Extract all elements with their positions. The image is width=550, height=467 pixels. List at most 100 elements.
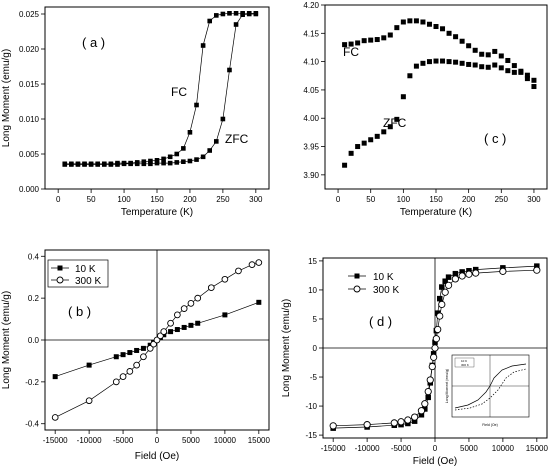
panel-a-fc-point <box>161 156 166 162</box>
panel-d-300k-point <box>426 376 434 384</box>
panel-d-300k-point <box>424 387 432 396</box>
panel-d-10k-point <box>422 406 428 412</box>
panel-a-zfc-point <box>141 161 147 167</box>
panel-a-zfc-point <box>128 161 133 167</box>
panel-a-fc-point <box>233 11 239 16</box>
panel-b-10k-point <box>127 350 133 356</box>
panel-c-ytick-label: 4.05 <box>303 86 319 95</box>
panel-a-fc-label: FC <box>171 85 187 99</box>
panel-c-zfc-point <box>472 62 478 68</box>
panel-a-zfc-point <box>75 162 81 167</box>
panel-d-300k-point <box>533 266 541 274</box>
panel-c-zfc-point <box>407 73 413 79</box>
panel-d-300k-point <box>499 267 507 275</box>
panel-c-fc-point <box>479 51 485 57</box>
panel-a-fc-point <box>167 154 173 160</box>
panel-c-fc-point <box>420 19 426 25</box>
panel-b-300k-point <box>140 353 147 361</box>
panel-b-300k-point <box>167 319 174 327</box>
panel-c-axes: 0 50 100 150 200 250 300 3.90 3.95 4.00 4.05 4.10 4.… <box>303 1 541 204</box>
panel-c-zfc-point <box>368 137 374 143</box>
panel-b-ytick-label: 0.4 <box>28 252 40 261</box>
panel-c-zfc-point <box>518 69 524 75</box>
panel-d-xtick-label: -15000 <box>321 444 346 453</box>
panel-a-xlabel: Temperature (K) <box>121 207 193 218</box>
panel-b-300k-point <box>160 328 168 335</box>
panel-d-10k-point <box>452 270 459 277</box>
panel-a-zfc-point <box>108 162 114 167</box>
panel-a-fc-point <box>207 18 213 24</box>
panel-d-inset-curve-10k <box>454 363 527 409</box>
panel-d-300k-point <box>434 325 442 334</box>
panel-b-legend-label-10k: 10 K <box>75 264 96 275</box>
panel-a-zfc-point <box>253 11 259 17</box>
panel-d-ytick-label: 15 <box>308 257 317 266</box>
panel-b-legend-label-300k: 300 K <box>75 276 101 287</box>
panel-a-fc-point <box>174 151 180 157</box>
panel-a-zfc-point <box>200 154 206 160</box>
panel-c-zfc-point <box>400 94 406 100</box>
panel-c-fc-point <box>348 41 354 47</box>
panel-c-fc-point <box>485 52 491 58</box>
panel-a-zfc-point <box>101 162 107 167</box>
panel-d-300k-point <box>432 335 440 343</box>
panel-c-fc-point <box>374 37 380 43</box>
panel-b-10k-point <box>168 329 174 335</box>
panel-b-xtick-label: 5000 <box>182 436 200 445</box>
panel-a-fc-point <box>220 11 226 17</box>
panel-c-xtick-label: 50 <box>366 195 375 204</box>
panel-a-ytick-label: 0.020 <box>19 45 40 54</box>
panel-c-zfc-point <box>361 140 367 146</box>
panel-c-fc-label: FC <box>343 45 359 59</box>
panel-a-zfc-point <box>207 148 213 153</box>
panel-a-zfc-point <box>134 161 140 167</box>
panel-b-300k-point <box>150 340 157 348</box>
panel-c-label: ( c ) <box>484 131 506 146</box>
panel-c-fc-point <box>426 21 432 27</box>
panel-d-series <box>329 263 541 431</box>
panel-c-plot-frame <box>324 4 548 190</box>
panel-b-legend: 10 K 300 K <box>47 259 109 288</box>
panel-c-series <box>342 18 537 168</box>
panel-c-xtick-label: 250 <box>495 195 509 204</box>
panel-b-300k-point <box>235 267 242 275</box>
panel-b-300k-point <box>174 311 181 319</box>
panel-a-zfc-point <box>167 160 173 166</box>
panel-a-fc-point <box>227 11 232 16</box>
panel-b-300k-point <box>248 261 256 269</box>
panel-c: 0 50 100 150 200 250 300 3.90 3.95 4.00 4.05 4.10 4.… <box>303 1 548 218</box>
panel-b-10k-point <box>134 347 140 353</box>
panel-d-xtick-label: -10000 <box>355 444 380 453</box>
panel-d-300k-point <box>390 419 398 427</box>
panel-d-xlabel: Field (Oe) <box>413 456 457 467</box>
panel-b-10k-point <box>86 362 92 368</box>
panel-a-zfc-label: ZFC <box>225 132 249 146</box>
panel-d-legend-marker-300k <box>353 285 361 293</box>
panel-c-fc-point <box>368 37 374 43</box>
panel-b-xlabel: Field (Oe) <box>135 451 179 462</box>
panel-a-series <box>62 11 259 167</box>
panel-d-legend-label-300k: 300 K <box>373 285 399 296</box>
panel-d-300k-point <box>451 275 459 283</box>
panel-c-fc-point <box>381 35 387 41</box>
panel-b-300k-point <box>51 414 59 421</box>
panel-d-300k-point <box>465 270 473 278</box>
panel-a-zfc-point <box>246 11 252 17</box>
panel-a-ytick-label: 0.010 <box>19 115 40 124</box>
panel-d-300k-point <box>363 421 371 429</box>
panel-a-zfc-point <box>174 160 180 165</box>
panel-d-legend-marker-10k <box>354 273 360 279</box>
panel-c-fc-point <box>394 25 400 31</box>
panel-a-zfc-point <box>115 162 120 167</box>
panel-c-zfc-point <box>440 58 446 64</box>
panel-a-zfc-point <box>187 158 193 164</box>
panel-c-zfc-point <box>453 59 459 65</box>
panel-b-10k-point <box>181 324 187 330</box>
panel-d-10k-point <box>442 278 448 284</box>
panel-b-300k-point <box>180 305 188 312</box>
panel-c-xtick-label: 150 <box>429 195 443 204</box>
panel-c-zfc-point <box>433 58 439 64</box>
panel-b-300k-point <box>146 345 154 352</box>
panel-c-ytick-label: 4.15 <box>303 29 319 38</box>
panel-b-xtick-label: -10000 <box>77 436 102 445</box>
